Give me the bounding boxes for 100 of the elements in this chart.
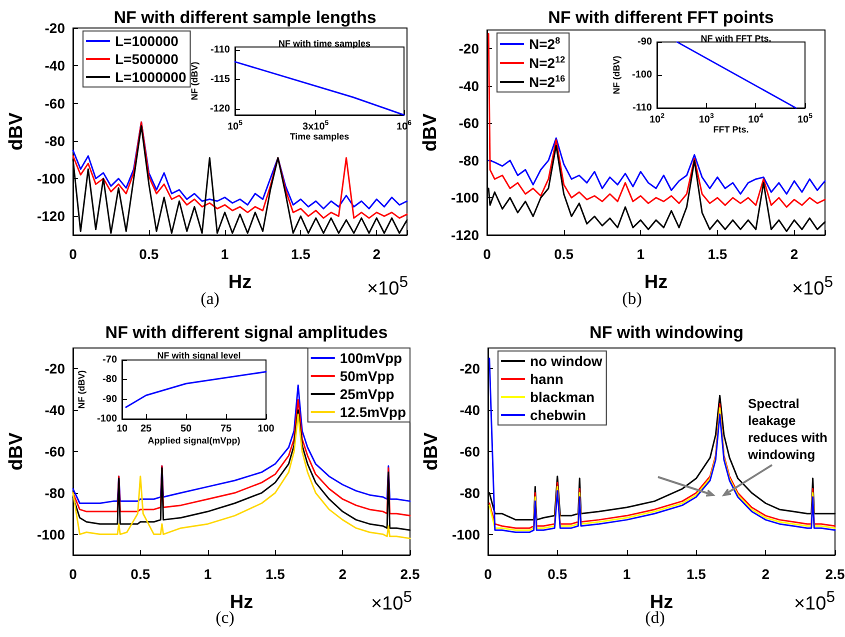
- text: ×10$^{5}$: [792, 273, 833, 300]
- y-tick-label: -20: [44, 20, 66, 36]
- x-tick-label: 2.5: [400, 566, 420, 582]
- y-tick-label: -20: [460, 360, 480, 377]
- legend-label: 100mVpp: [340, 350, 402, 366]
- legend-label: L=100000: [115, 33, 179, 49]
- x-tick-label: 0: [69, 566, 78, 582]
- y-tick-label: -100: [632, 70, 652, 80]
- y-tick-label: -70: [102, 354, 118, 366]
- y-tick-label: -60: [460, 444, 480, 460]
- y-axis-title: dBV: [421, 432, 442, 470]
- y-tick-label: -80: [458, 152, 480, 168]
- x-tick-label: 0: [484, 566, 492, 582]
- x-tick-label: 2: [372, 246, 381, 262]
- x-tick-label: 2: [790, 246, 798, 262]
- y-tick-label: -100: [36, 170, 66, 187]
- y-tick-label: -90: [102, 394, 118, 405]
- x-tick-label: 50: [180, 424, 192, 434]
- x-axis-title: Applied signal(mVpp): [148, 436, 240, 446]
- line-series: [488, 358, 836, 533]
- y-tick-label: -60: [44, 444, 66, 460]
- x-tick-label: 1.5: [686, 566, 706, 582]
- y-tick-label: -110: [632, 102, 652, 114]
- text: (d): [645, 608, 665, 629]
- x-axis-title: Hz: [644, 272, 668, 293]
- y-tick-label: -40: [44, 402, 66, 418]
- x-tick-label: 25: [140, 424, 152, 434]
- y-axis-title: NF (dBV): [76, 370, 87, 409]
- y-tick-label: -20: [44, 360, 66, 377]
- x-tick-label: 1.5: [265, 566, 286, 582]
- chart-title: NF with different signal amplitudes: [105, 323, 388, 342]
- y-axis-title: dBV: [420, 113, 442, 152]
- legend-label: 50mVpp: [340, 368, 394, 384]
- x-tick-label: 1.5: [290, 246, 311, 262]
- y-tick-label: -100: [450, 190, 480, 206]
- y-tick-label: -40: [458, 78, 480, 94]
- y-axis-title: dBV: [6, 432, 28, 470]
- y-tick-label: -80: [460, 484, 480, 501]
- y-tick-label: -100: [452, 526, 480, 542]
- x-tick-label: 0.5: [130, 566, 150, 582]
- x-axis-title: Hz: [228, 272, 252, 293]
- x-tick-label: 0.5: [554, 246, 574, 262]
- legend-label: no window: [530, 353, 602, 369]
- y-tick-label: -100: [96, 414, 118, 424]
- line-series: [488, 32, 826, 208]
- y-axis-title: dBV: [6, 112, 28, 150]
- text: ×10$^{5}$: [794, 588, 835, 616]
- chart-title: NF with windowing: [590, 323, 744, 342]
- y-axis-title: NF (dBV): [190, 62, 200, 100]
- y-tick-label: -120: [210, 104, 230, 115]
- y-tick-label: -80: [44, 132, 66, 149]
- y-tick-label: -40: [44, 58, 66, 74]
- y-tick-label: -80: [44, 484, 66, 501]
- legend-label: blackman: [530, 389, 595, 405]
- line-series: [488, 137, 826, 195]
- y-tick-label: -100: [36, 526, 66, 542]
- x-tick-label: 75: [220, 424, 232, 434]
- chart-title: NF with different sample lengths: [114, 8, 376, 27]
- y-tick-label: -115: [210, 74, 230, 86]
- x-tick-label: 0: [483, 246, 492, 262]
- x-tick-label: 1: [622, 566, 631, 582]
- line-series: [125, 371, 267, 408]
- text: (b): [622, 288, 642, 310]
- x-tick-label: 0.5: [139, 246, 159, 262]
- y-tick-label: -20: [458, 40, 480, 57]
- x-tick-label: 1.5: [708, 246, 728, 262]
- y-tick-label: -60: [44, 95, 66, 112]
- x-tick-label: 10: [116, 424, 128, 434]
- text: ×10$^{5}$: [370, 588, 412, 616]
- y-tick-label: -40: [460, 402, 480, 418]
- x-tick-label: 2: [762, 566, 770, 582]
- legend-label: L=500000: [115, 51, 179, 67]
- y-tick-label: -120: [450, 227, 480, 243]
- x-tick-label: 0.5: [548, 566, 568, 582]
- legend-label: L=1000000: [115, 69, 186, 85]
- legend-label: 12.5mVpp: [340, 404, 406, 420]
- x-axis-title: Time samples: [290, 132, 350, 142]
- chart-title: NF with FFT Pts.: [700, 34, 772, 44]
- x-tick-label: 1: [220, 246, 229, 262]
- chart-title: NF with time samples: [278, 38, 371, 48]
- annotation: Spectral leakage reduces with windowing: [748, 395, 828, 463]
- x-axis-title: FFT Pts.: [713, 124, 749, 134]
- y-tick-label: -120: [36, 208, 66, 224]
- legend-label: hann: [530, 371, 564, 387]
- x-tick-label: 0: [69, 246, 78, 262]
- text: ×10$^{5}$: [366, 273, 408, 300]
- x-tick-label: 1: [204, 566, 212, 582]
- chart-title: NF with different FFT points: [548, 8, 774, 27]
- legend-label: 25mVpp: [340, 386, 394, 402]
- y-axis-title: NF (dBV): [612, 56, 622, 94]
- y-tick-label: -60: [458, 115, 480, 132]
- legend-label: chebwin: [530, 407, 586, 423]
- text: (a): [200, 288, 220, 310]
- x-tick-label: 2: [338, 566, 347, 582]
- x-tick-label: 100: [258, 424, 275, 434]
- y-tick-label: -110: [210, 44, 230, 56]
- chart-title: NF with signal level: [157, 350, 241, 360]
- x-tick-label: 2.5: [825, 566, 845, 582]
- x-tick-label: 1: [636, 246, 645, 262]
- y-tick-label: -80: [102, 374, 118, 386]
